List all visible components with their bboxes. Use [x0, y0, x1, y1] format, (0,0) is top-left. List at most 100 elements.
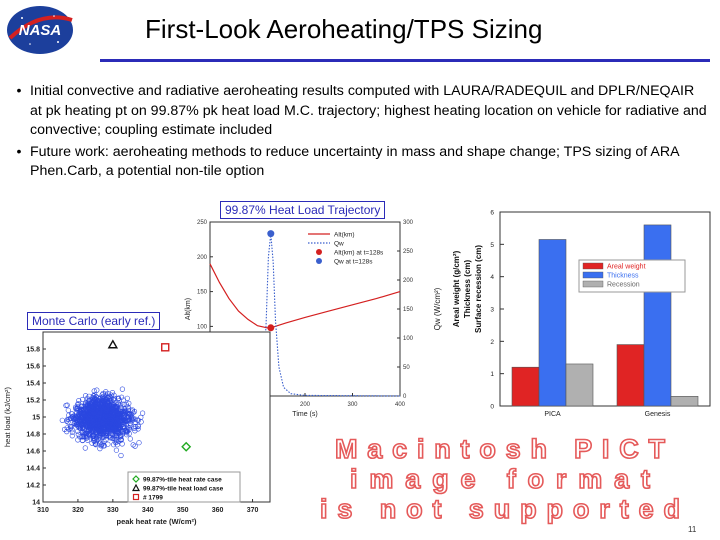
monte-carlo-point	[66, 412, 72, 418]
monte-carlo-points	[59, 386, 146, 459]
monte-carlo-point	[93, 436, 99, 442]
monte-carlo-point	[132, 443, 138, 449]
monte-carlo-point	[90, 405, 96, 411]
monte-carlo-point	[111, 419, 117, 425]
scatter-y-tick-label: 15.2	[26, 398, 40, 405]
monte-carlo-point	[111, 395, 118, 401]
monte-carlo-point	[79, 396, 86, 403]
bar-legend-label: Thickness	[607, 273, 639, 280]
monte-carlo-point	[118, 415, 124, 421]
pict-line-2: image format	[350, 464, 650, 494]
monte-carlo-point	[95, 428, 101, 434]
trajectory-yr-tick-label: 300	[403, 220, 414, 226]
slide-title: First-Look Aeroheating/TPS Sizing	[145, 14, 543, 44]
monte-carlo-point	[86, 426, 92, 432]
monte-carlo-point	[78, 418, 84, 424]
bar-y-label-line: Areal weight (g/cm²)	[452, 250, 461, 327]
monte-carlo-point	[122, 427, 128, 434]
trajectory-yr-tick-label: 0	[403, 394, 407, 400]
scatter-x-tick-label: 360	[212, 507, 224, 514]
monte-carlo-point	[103, 406, 110, 412]
scatter-y-tick-label: 15.4	[26, 381, 40, 388]
scatter-x-tick-label: 310	[37, 507, 49, 514]
monte-carlo-point	[99, 397, 106, 404]
monte-carlo-point	[69, 429, 75, 435]
nasa-logo: NASA	[7, 6, 73, 54]
monte-carlo-point	[109, 409, 116, 416]
trajectory-yl-tick-label: 250	[197, 220, 208, 226]
bar-category-label: PICA	[544, 411, 561, 418]
monte-carlo-point	[69, 411, 75, 417]
monte-carlo-point	[89, 412, 95, 418]
monte-carlo-point	[90, 432, 96, 438]
monte-carlo-point	[84, 413, 90, 420]
monte-carlo-point	[84, 433, 90, 439]
monte-carlo-point	[129, 407, 135, 413]
monte-carlo-point	[103, 430, 110, 436]
monte-carlo-point	[90, 393, 97, 399]
monte-carlo-point	[59, 417, 65, 423]
bar	[670, 396, 699, 407]
bar-y-tick-label: 2	[490, 339, 494, 346]
trajectory-caption: 99.87% Heat Load Trajectory	[220, 201, 386, 219]
monte-carlo-point	[109, 422, 116, 428]
monte-carlo-point	[79, 437, 86, 443]
monte-carlo-point	[65, 419, 71, 425]
scatter-legend-label: 99.87%-tile heat load case	[143, 486, 224, 493]
monte-carlo-point	[72, 414, 79, 420]
trajectory-legend-label: Qw at t=128s	[334, 259, 373, 266]
bar	[511, 366, 540, 407]
trajectory-legend-label: Alt(km) at t=128s	[334, 250, 384, 257]
scatter-x-tick-label: 370	[247, 507, 259, 514]
monte-carlo-point	[82, 393, 89, 399]
trajectory-legend-swatch	[316, 249, 322, 255]
monte-carlo-point	[110, 404, 116, 410]
monte-carlo-point	[118, 437, 124, 443]
monte-carlo-point	[118, 394, 125, 400]
bullet-dot: •	[16, 143, 22, 160]
trajectory-x-label: Time (s)	[292, 411, 317, 418]
trajectory-yl-tick-label: 100	[197, 324, 208, 330]
monte-carlo-point	[103, 389, 109, 395]
monte-carlo-point	[65, 407, 71, 413]
monte-carlo-point	[120, 397, 127, 403]
scatter-y-tick-label: 14.6	[26, 449, 40, 456]
monte-carlo-point	[119, 408, 126, 414]
trajectory-x-tick-label: 400	[395, 402, 406, 408]
monte-carlo-point	[98, 417, 104, 423]
monte-carlo-point	[136, 440, 142, 446]
monte-carlo-point	[135, 426, 141, 432]
trajectory-yr-tick-label: 250	[403, 249, 414, 255]
scatter-x-tick-label: 350	[177, 507, 189, 514]
monte-carlo-point	[64, 428, 70, 435]
trajectory-yr-tick-label: 150	[403, 307, 414, 313]
monte-carlo-point	[125, 404, 131, 410]
monte-carlo-point	[69, 433, 75, 439]
monte-carlo-point	[75, 403, 81, 410]
trajectory-x-tick-label: 300	[347, 402, 358, 408]
trajectory-legend-swatch	[316, 258, 322, 264]
bullet-text: Future work: aeroheating methods to redu…	[30, 143, 679, 180]
monte-carlo-point	[79, 403, 85, 409]
monte-carlo-point	[97, 398, 103, 404]
monte-carlo-point	[97, 446, 103, 452]
monte-carlo-point	[77, 434, 83, 440]
altitude-marker	[267, 324, 275, 332]
monte-carlo-point	[92, 392, 98, 398]
bar-category-label: Genesis	[645, 411, 671, 418]
scatter-legend-swatch	[131, 483, 141, 492]
monte-carlo-point	[81, 426, 87, 432]
monte-carlo-point	[111, 392, 117, 398]
monte-carlo-point	[91, 395, 97, 401]
case-1799-marker	[161, 343, 170, 352]
monte-carlo-point	[115, 425, 121, 431]
bar-legend-label: Areal weight	[607, 264, 646, 271]
scatter-y-tick-label: 14.8	[26, 432, 40, 439]
monte-carlo-point	[75, 431, 81, 437]
trajectory-yl-tick-label: 150	[197, 290, 208, 296]
bar-y-label-line: Thickness (cm)	[463, 260, 472, 319]
monte-carlo-point	[109, 403, 116, 410]
monte-carlo-point	[95, 433, 101, 439]
monte-carlo-point	[110, 407, 116, 413]
monte-carlo-point	[115, 395, 122, 401]
